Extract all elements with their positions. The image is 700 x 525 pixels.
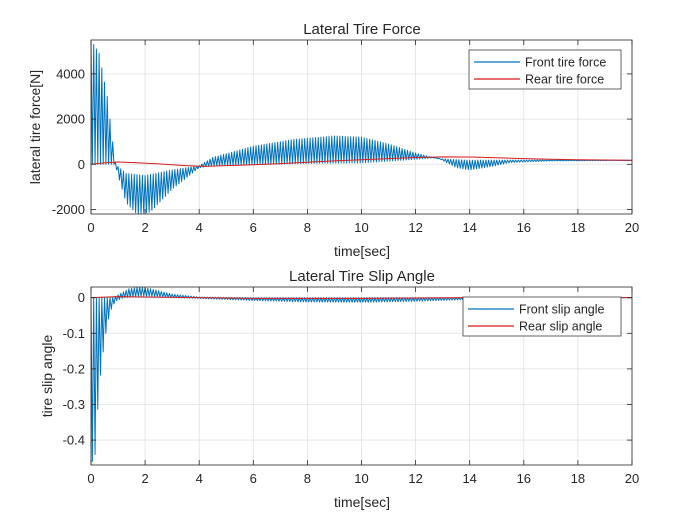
x-axis-label: time[sec] — [334, 494, 390, 510]
series-layer — [91, 40, 632, 214]
y-tick-label: 0 — [78, 157, 85, 172]
x-tick-label: 14 — [462, 220, 476, 235]
legend-box — [462, 296, 622, 337]
chart-title: Lateral Tire Slip Angle — [289, 268, 435, 285]
x-tick-label: 4 — [196, 220, 203, 235]
x-tick-label: 8 — [304, 220, 311, 235]
x-tick-label: 18 — [571, 471, 585, 486]
y-axis-label: tire slip angle — [39, 335, 55, 418]
legend-box — [468, 49, 622, 90]
series-line-rear-tire-force — [91, 156, 632, 167]
y-tick-label: -0.2 — [63, 361, 85, 376]
y-axis-label: lateral tire force[N] — [27, 70, 43, 184]
x-tick-label: 12 — [408, 471, 422, 486]
x-tick-label: 20 — [625, 471, 639, 486]
legend: Front slip angle Rear slip angle — [462, 296, 622, 337]
y-tick-label: -0.3 — [63, 397, 85, 412]
x-tick-label: 16 — [517, 471, 531, 486]
x-tick-label: 8 — [304, 471, 311, 486]
x-tick-label: 6 — [250, 471, 257, 486]
x-axis-ticks: 0 2 4 6 8 10 12 14 16 18 20 — [87, 287, 639, 486]
x-tick-label: 2 — [141, 471, 148, 486]
y-axis-ticks: -2000 0 2000 4000 — [52, 66, 632, 217]
legend: Front tire force Rear tire force — [468, 49, 622, 90]
y-tick-label: 4000 — [56, 66, 85, 81]
legend-label-front-tire-force: Front tire force — [525, 56, 606, 70]
x-axis-ticks: 0 2 4 6 8 10 12 14 16 18 20 — [87, 40, 639, 235]
legend-label-rear-slip-angle: Rear slip angle — [519, 320, 602, 334]
x-tick-label: 0 — [87, 220, 94, 235]
x-tick-label: 10 — [354, 471, 368, 486]
x-tick-label: 14 — [462, 471, 476, 486]
legend-label-rear-tire-force: Rear tire force — [525, 73, 604, 87]
x-tick-label: 4 — [196, 471, 203, 486]
x-tick-label: 0 — [87, 471, 94, 486]
y-tick-label: -2000 — [52, 202, 85, 217]
x-tick-label: 6 — [250, 220, 257, 235]
x-tick-label: 18 — [571, 220, 585, 235]
x-tick-label: 10 — [354, 220, 368, 235]
x-tick-label: 20 — [625, 220, 639, 235]
y-axis-ticks: -0.4 -0.3 -0.2 -0.1 0 — [63, 290, 632, 448]
x-axis-label: time[sec] — [334, 243, 390, 259]
y-tick-label: -0.1 — [63, 326, 85, 341]
x-tick-label: 12 — [408, 220, 422, 235]
x-tick-label: 2 — [141, 220, 148, 235]
lateral-tire-slip-angle-chart: 0 2 4 6 8 10 12 14 16 18 20 -0.4 -0.3 -0.2 -0.1 0 Late… — [39, 268, 639, 510]
series-line-rear-slip-angle — [91, 296, 632, 299]
series-line-front-tire-force — [91, 40, 632, 214]
y-tick-label: 2000 — [56, 112, 85, 127]
chart-title: Lateral Tire Force — [303, 21, 421, 38]
y-tick-label: -0.4 — [63, 433, 85, 448]
y-tick-label: 0 — [78, 290, 85, 305]
legend-label-front-slip-angle: Front slip angle — [519, 303, 605, 317]
x-tick-label: 16 — [517, 220, 531, 235]
